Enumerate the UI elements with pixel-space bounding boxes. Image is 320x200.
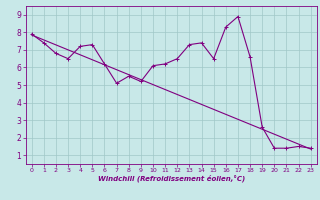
X-axis label: Windchill (Refroidissement éolien,°C): Windchill (Refroidissement éolien,°C) [98,175,245,182]
